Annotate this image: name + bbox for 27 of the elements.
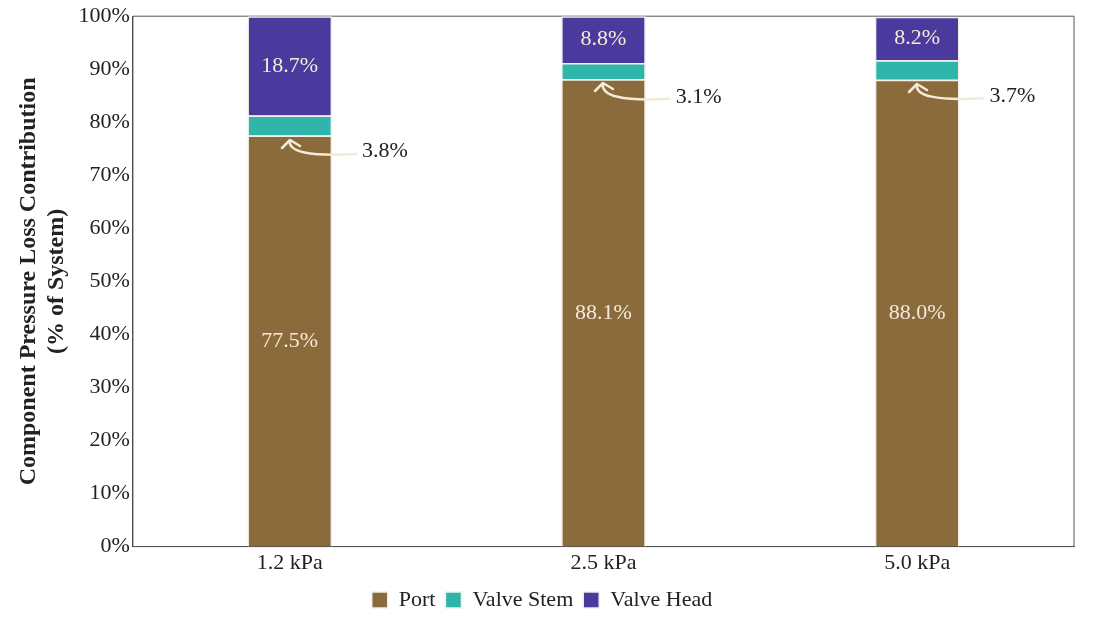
legend-label: Valve Head xyxy=(610,585,713,611)
y-axis-title: Component Pressure Loss Contribution (% of System) xyxy=(13,77,69,486)
x-tick-label: 2.5 kPa xyxy=(570,548,637,574)
data-label: 88.1% xyxy=(575,298,632,324)
y-tick-label: 50% xyxy=(89,267,130,293)
y-tick-label: 20% xyxy=(89,426,130,452)
y-tick-label: 0% xyxy=(100,532,130,558)
y-tick-label: 60% xyxy=(89,214,130,240)
y-tick-label: 70% xyxy=(89,161,130,187)
data-label: 3.1% xyxy=(675,82,722,108)
y-tick-label: 40% xyxy=(89,320,130,346)
legend-label: Port xyxy=(398,585,436,611)
data-label: 3.8% xyxy=(362,137,408,163)
data-label: 3.7% xyxy=(989,81,1036,107)
data-label: 77.5% xyxy=(261,326,319,352)
y-tick-label: 80% xyxy=(89,108,130,134)
y-tick-label: 90% xyxy=(89,55,130,81)
legend-label: Valve Stem xyxy=(472,585,574,611)
y-tick-label: 30% xyxy=(89,373,130,399)
y-tick-label: 10% xyxy=(89,479,130,505)
data-label: 8.8% xyxy=(580,25,627,51)
x-tick-label: 1.2 kPa xyxy=(256,548,324,574)
data-label: 88.0% xyxy=(888,299,946,325)
data-label: 8.2% xyxy=(894,24,941,50)
data-label: 18.7% xyxy=(261,51,319,77)
y-tick-label: 100% xyxy=(78,1,130,27)
x-tick-label: 5.0 kPa xyxy=(884,548,951,574)
